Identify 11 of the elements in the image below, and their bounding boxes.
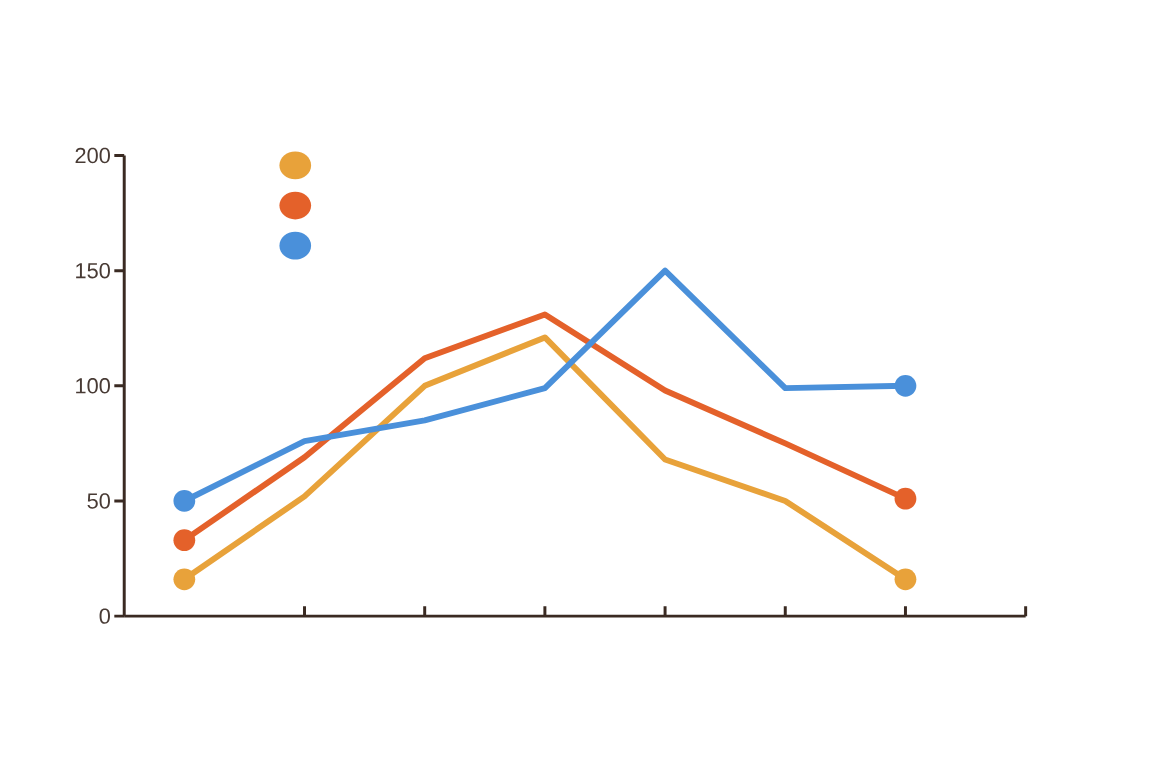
- y-tick-label: 150: [76, 263, 110, 279]
- y-tick-label: 200: [75, 147, 110, 164]
- point: [894, 568, 917, 591]
- point: [173, 529, 196, 552]
- y-tick-label: 0: [99, 608, 110, 624]
- y-tick-label: 100: [76, 378, 110, 394]
- point: [173, 568, 196, 591]
- point: [894, 487, 917, 510]
- point: [894, 375, 917, 397]
- point: [173, 490, 196, 512]
- y-tick-label: 50: [87, 493, 110, 509]
